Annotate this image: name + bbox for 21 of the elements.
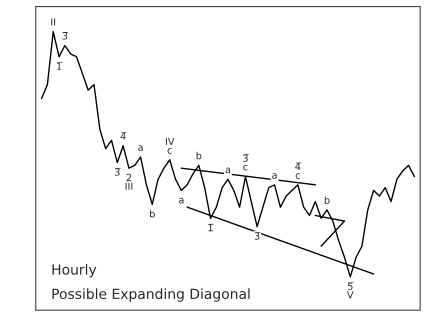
annotation: a — [272, 173, 277, 179]
annotation: 3̅ — [114, 168, 120, 176]
annotation: 1̅ — [57, 62, 62, 70]
annotation: b — [324, 196, 330, 204]
annotation: a — [226, 168, 230, 174]
annotation: 3̅ c — [243, 154, 249, 170]
annotation: II — [51, 18, 56, 26]
annotation: Possible Expanding Diagonal — [52, 288, 250, 302]
annotation: b — [150, 210, 155, 218]
annotation: 2 III — [126, 174, 132, 190]
annotation: a — [138, 145, 143, 151]
annotation: 4̅ — [120, 132, 126, 140]
annotation: IV c — [166, 138, 174, 154]
annotation: 4̅ c — [295, 162, 302, 179]
annotation: Hourly — [52, 264, 96, 278]
annotation: 5̅ V — [347, 282, 354, 298]
annotation: 1̅ — [208, 224, 214, 232]
annotation: b — [196, 152, 202, 160]
annotation: 3̅ — [254, 232, 260, 240]
annotation: a — [178, 198, 184, 204]
annotation: 3̅ — [62, 32, 68, 40]
